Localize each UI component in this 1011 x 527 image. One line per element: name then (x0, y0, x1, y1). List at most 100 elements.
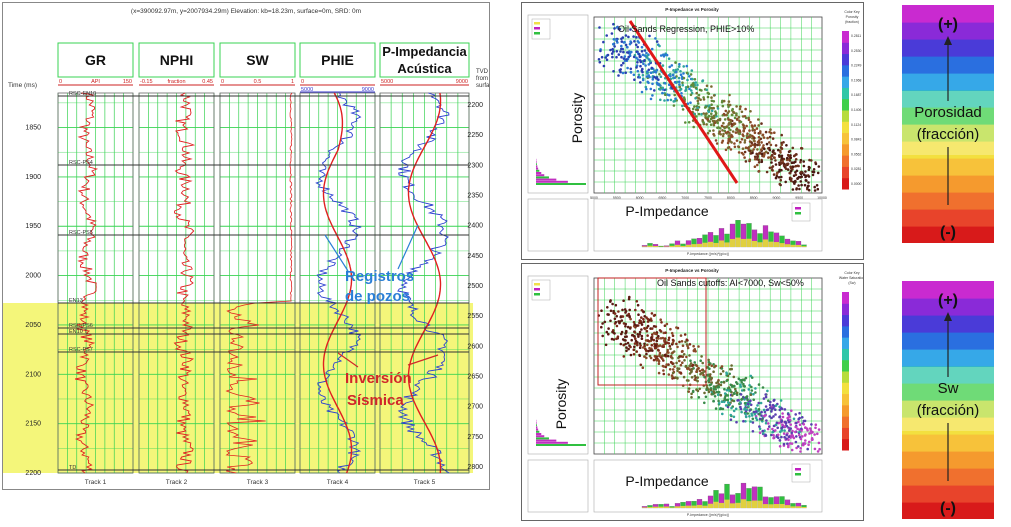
scatter-point (770, 416, 773, 420)
colorbar-segment (842, 314, 849, 327)
scatter-point (701, 368, 704, 372)
scatter-point (762, 397, 766, 400)
track-scale-unit: 0.5 (254, 79, 262, 85)
scatter-point (759, 401, 763, 405)
x-histogram-bar-inner (669, 507, 675, 508)
scatter-point (745, 395, 749, 398)
track-scale-max: 1 (291, 79, 294, 85)
x-histogram-bar-inner (801, 507, 807, 508)
hist-legend-swatch (795, 468, 801, 471)
colorbar-tick: 0.2530 (851, 49, 861, 53)
scatter-point (609, 299, 612, 302)
scatter-point (813, 433, 816, 436)
scatter-point (723, 118, 727, 121)
scatter-point (688, 354, 691, 357)
x-histogram-bar-inner (730, 503, 735, 508)
scatter-point (710, 103, 713, 106)
scatter-point (640, 90, 644, 94)
scatter-point (661, 64, 665, 67)
scatter-point (635, 324, 639, 327)
scatter-point (713, 121, 717, 124)
y-histogram-bar (536, 428, 539, 431)
scatter-point (659, 88, 662, 91)
scatter-point (732, 392, 736, 395)
scatter-point (643, 327, 646, 330)
scatter-point (742, 388, 746, 392)
scatter-point (787, 438, 790, 442)
scatter-point (703, 401, 706, 405)
scatter-point (627, 347, 630, 351)
scatter-point (814, 426, 817, 430)
scatter-point (742, 129, 745, 132)
scatter-point (776, 426, 779, 430)
scatter-point (622, 355, 626, 358)
track-title: P-Impedancia (382, 44, 467, 59)
y-histogram-bar (536, 163, 537, 166)
scatter-point (633, 342, 637, 345)
scatter-point (747, 116, 750, 120)
scatter-point (646, 343, 649, 347)
scatter-point (615, 55, 618, 59)
scatter-point (613, 312, 617, 315)
scatter-point (779, 161, 782, 165)
crossplot-window-title: P-Impedance vs Porosity (665, 7, 719, 12)
scatter-point (731, 399, 734, 402)
tvd-tick-label: 2200 (467, 102, 483, 109)
track-footer: Track 4 (327, 479, 349, 486)
scatter-point (790, 409, 793, 412)
scatter-point (670, 64, 674, 67)
scatter-point (732, 385, 735, 388)
scatter-point (735, 112, 738, 115)
scatter-point (767, 422, 770, 425)
scatter-point (754, 410, 758, 413)
scatter-point (739, 401, 742, 404)
scatter-point (614, 320, 618, 324)
mini-legend-swatch (534, 32, 540, 35)
scatter-point (606, 313, 609, 316)
x-histogram-bar-inner (713, 501, 719, 508)
scatter-point (758, 143, 761, 147)
scatter-point (604, 56, 607, 59)
scatter-point (753, 136, 756, 140)
scatter-point (814, 162, 818, 166)
scatter-point (750, 124, 754, 127)
scatter-point (760, 152, 764, 155)
scatter-point (633, 40, 636, 43)
time-tick-label: 2200 (25, 470, 41, 477)
x-histogram-bar-inner (768, 241, 774, 247)
scatter-point (657, 337, 660, 340)
y-histogram-bar (536, 167, 539, 170)
scatter-point (703, 370, 706, 373)
x-histogram-bar-inner (757, 242, 763, 247)
scatter-point (672, 69, 675, 72)
scatter-point (744, 160, 748, 163)
scatter-point (663, 99, 666, 102)
scatter-point (807, 188, 811, 192)
scatter-point (700, 89, 703, 92)
scatter-point (758, 427, 762, 431)
scatter-point (762, 144, 765, 147)
scatter-point (750, 385, 753, 389)
scatter-point (682, 375, 686, 379)
scatter-point (769, 406, 772, 410)
scatter-point (644, 64, 647, 67)
scatter-point (678, 359, 681, 363)
scatter-point (762, 136, 766, 139)
scatter-point (743, 407, 747, 410)
scatter-point (707, 360, 711, 364)
scatter-point (646, 317, 650, 321)
crossplot-ylabel: Porosity (553, 379, 569, 430)
scatter-point (681, 349, 684, 353)
scatter-point (706, 91, 710, 95)
scatter-point (640, 337, 644, 340)
scatter-point (712, 387, 716, 391)
scatter-point (764, 414, 767, 417)
scatter-point (794, 413, 797, 416)
scatter-point (739, 105, 742, 108)
scatter-point (663, 339, 666, 342)
scatter-x-tick: 5000 (590, 196, 598, 200)
scatter-point (664, 82, 667, 85)
scatter-point (700, 355, 703, 358)
scatter-point (775, 172, 779, 175)
legend-porosity: (+) Porosidad (fracción) (-) (902, 5, 994, 244)
